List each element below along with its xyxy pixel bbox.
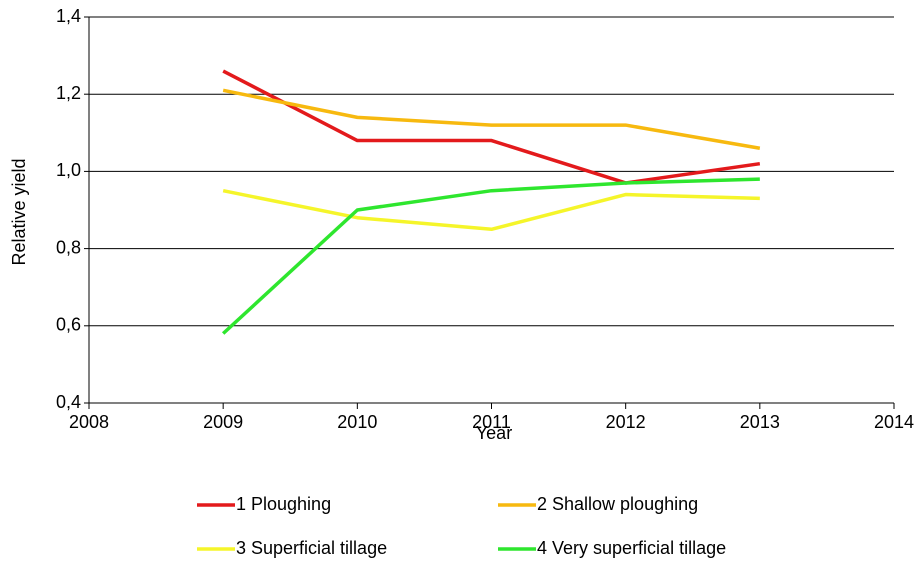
x-tick-label: 2009: [203, 412, 243, 432]
legend-label: 2 Shallow ploughing: [537, 494, 698, 514]
y-tick-label: 0,6: [56, 315, 81, 335]
y-tick-label: 1,2: [56, 83, 81, 103]
legend-label: 1 Ploughing: [236, 494, 331, 514]
series-line: [221, 177, 760, 335]
x-tick-label: 2008: [69, 412, 109, 432]
y-tick-label: 1,4: [56, 6, 81, 26]
x-tick-label: 2010: [337, 412, 377, 432]
y-tick-label: 0,4: [56, 392, 81, 412]
legend-label: 4 Very superficial tillage: [537, 538, 726, 558]
y-tick-label: 1,0: [56, 160, 81, 180]
y-tick-label: 0,8: [56, 237, 81, 257]
series-line: [222, 69, 761, 185]
x-axis-label: Year: [476, 423, 512, 443]
x-tick-label: 2012: [606, 412, 646, 432]
x-tick-label: 2014: [874, 412, 914, 432]
series-line: [222, 188, 760, 232]
x-tick-label: 2013: [740, 412, 780, 432]
legend-label: 3 Superficial tillage: [236, 538, 387, 558]
y-axis-label: Relative yield: [9, 158, 29, 265]
series-line: [222, 88, 761, 150]
x-tick-label: 2011: [472, 412, 511, 432]
